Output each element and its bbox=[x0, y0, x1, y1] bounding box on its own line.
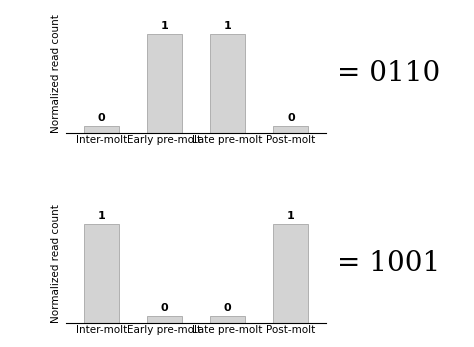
Y-axis label: Normalized read count: Normalized read count bbox=[51, 204, 61, 323]
Text: 0: 0 bbox=[161, 303, 168, 313]
Bar bbox=[147, 316, 182, 323]
Bar bbox=[84, 224, 118, 323]
Y-axis label: Normalized read count: Normalized read count bbox=[51, 14, 61, 133]
Text: 0: 0 bbox=[97, 113, 105, 123]
Text: 1: 1 bbox=[224, 21, 231, 31]
Bar bbox=[273, 224, 308, 323]
Bar bbox=[147, 34, 182, 133]
Text: = 0110: = 0110 bbox=[337, 60, 440, 87]
Text: 0: 0 bbox=[224, 303, 231, 313]
Text: = 1001: = 1001 bbox=[337, 250, 440, 277]
Bar bbox=[84, 126, 118, 133]
Text: 0: 0 bbox=[287, 113, 295, 123]
Text: 1: 1 bbox=[97, 211, 105, 221]
Bar bbox=[273, 126, 308, 133]
Text: 1: 1 bbox=[287, 211, 295, 221]
Text: 1: 1 bbox=[161, 21, 168, 31]
Bar bbox=[210, 316, 245, 323]
Bar bbox=[210, 34, 245, 133]
